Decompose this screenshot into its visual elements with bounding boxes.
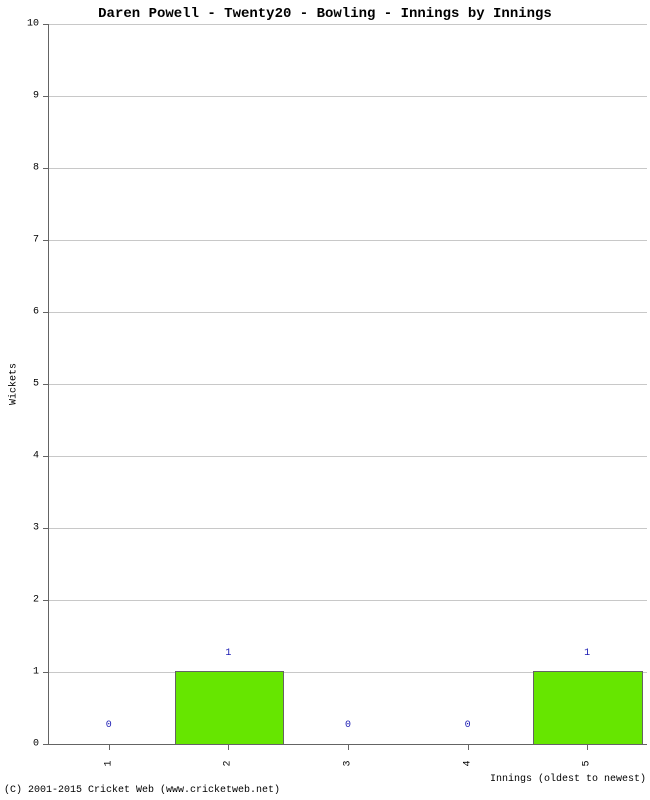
y-tick-label: 5 [33, 379, 39, 390]
gridline [49, 240, 647, 241]
bar-value-label: 0 [345, 720, 351, 731]
y-axis-title: Wickets [9, 363, 20, 405]
plot-area: 0123456789101021304051 [48, 24, 647, 745]
y-tick-label: 10 [27, 19, 39, 30]
bar-value-label: 1 [584, 648, 590, 659]
bar-value-label: 0 [465, 720, 471, 731]
gridline [49, 600, 647, 601]
y-tick [43, 744, 49, 745]
bar-value-label: 0 [106, 720, 112, 731]
x-tick-label: 2 [223, 760, 234, 766]
x-tick-label: 1 [103, 760, 114, 766]
x-tick-label: 3 [343, 760, 354, 766]
y-tick-label: 1 [33, 667, 39, 678]
x-tick [468, 744, 469, 750]
gridline [49, 528, 647, 529]
x-tick [228, 744, 229, 750]
x-tick-label: 4 [462, 760, 473, 766]
gridline [49, 168, 647, 169]
y-tick [43, 168, 49, 169]
chart-title: Daren Powell - Twenty20 - Bowling - Inni… [0, 6, 650, 22]
y-tick-label: 7 [33, 235, 39, 246]
x-tick-label: 5 [582, 760, 593, 766]
bar-value-label: 1 [225, 648, 231, 659]
x-tick [348, 744, 349, 750]
gridline [49, 96, 647, 97]
gridline [49, 24, 647, 25]
gridline [49, 384, 647, 385]
y-tick-label: 9 [33, 91, 39, 102]
y-tick [43, 672, 49, 673]
y-tick [43, 312, 49, 313]
y-tick-label: 3 [33, 523, 39, 534]
y-tick [43, 96, 49, 97]
y-tick [43, 456, 49, 457]
x-axis-title: Innings (oldest to newest) [490, 774, 646, 785]
y-tick [43, 24, 49, 25]
gridline [49, 312, 647, 313]
y-tick-label: 8 [33, 163, 39, 174]
y-tick-label: 0 [33, 739, 39, 750]
y-tick-label: 2 [33, 595, 39, 606]
y-tick [43, 384, 49, 385]
x-tick [587, 744, 588, 750]
gridline [49, 456, 647, 457]
y-tick [43, 600, 49, 601]
copyright-text: (C) 2001-2015 Cricket Web (www.cricketwe… [4, 785, 280, 796]
y-tick-label: 6 [33, 307, 39, 318]
y-tick [43, 240, 49, 241]
bar [175, 671, 285, 744]
x-tick [109, 744, 110, 750]
y-tick-label: 4 [33, 451, 39, 462]
chart-container: Daren Powell - Twenty20 - Bowling - Inni… [0, 0, 650, 800]
bar [533, 671, 643, 744]
y-tick [43, 528, 49, 529]
